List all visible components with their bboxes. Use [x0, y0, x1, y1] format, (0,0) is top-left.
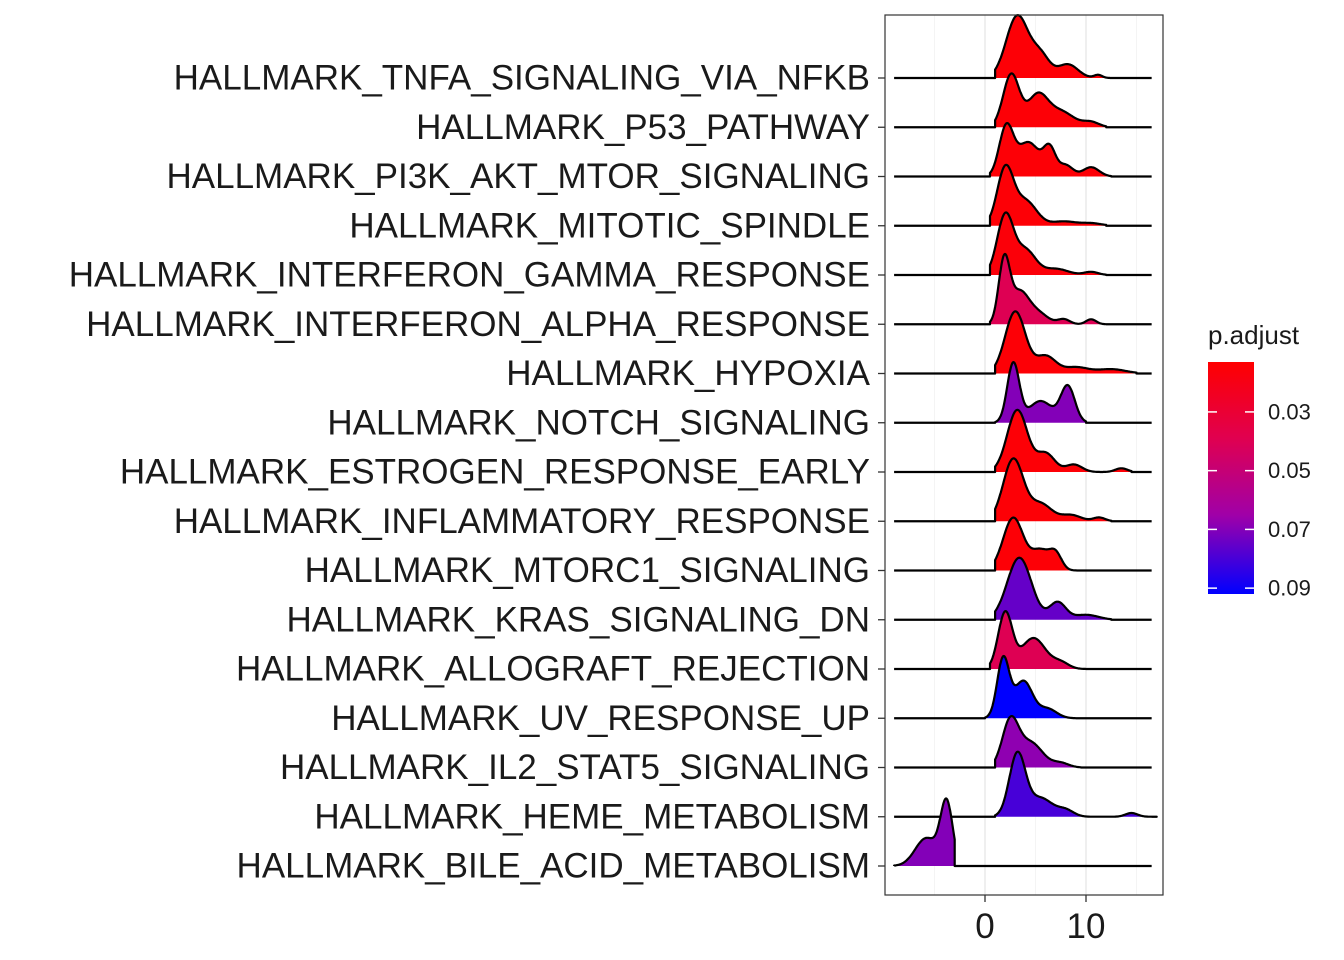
y-axis-label: HALLMARK_MTORC1_SIGNALING: [305, 551, 870, 590]
ridge-outline: [894, 211, 1152, 277]
y-axis-labels: HALLMARK_TNFA_SIGNALING_VIA_NFKB HALLMARK…: [69, 59, 885, 886]
ridge-fill: [990, 212, 1107, 275]
y-axis-label: HALLMARK_KRAS_SIGNALING_DN: [286, 600, 870, 639]
y-axis-label: HALLMARK_INTERFERON_GAMMA_RESPONSE: [69, 256, 870, 295]
ridge-outline: [894, 163, 1152, 227]
y-axis-label: HALLMARK_HEME_METABOLISM: [314, 797, 870, 836]
ridge: [893, 797, 1152, 868]
ridge: [894, 122, 1152, 178]
ridge-outline: [894, 14, 1152, 80]
ridge-outline: [893, 797, 1152, 868]
x-axis-tick-label: 10: [1067, 907, 1106, 946]
y-axis-label: HALLMARK_MITOTIC_SPINDLE: [349, 206, 870, 245]
y-axis-label: HALLMARK_ESTROGEN_RESPONSE_EARLY: [120, 453, 870, 492]
ridge: [894, 361, 1152, 424]
ridge-fill: [995, 73, 1107, 128]
ridge-outline: [894, 252, 1152, 326]
y-axis-label: HALLMARK_IL2_STAT5_SIGNALING: [280, 748, 870, 787]
y-axis-label: HALLMARK_INTERFERON_ALPHA_RESPONSE: [86, 305, 870, 344]
ridge-fill: [990, 254, 1107, 325]
ridge-fill: [995, 15, 1112, 79]
ridge-outline: [894, 310, 1152, 375]
legend-title: p.adjust: [1208, 320, 1300, 350]
ridge: [894, 310, 1152, 375]
legend-tick-label: 0.07: [1268, 517, 1311, 542]
y-axis-label: HALLMARK_TNFA_SIGNALING_VIA_NFKB: [174, 59, 870, 98]
y-axis-label: HALLMARK_INFLAMMATORY_RESPONSE: [174, 502, 870, 541]
ridge-outline: [894, 457, 1152, 523]
ridge: [894, 211, 1152, 277]
ridge-fill: [995, 409, 1132, 472]
ridge-fill: [995, 557, 1112, 620]
x-axis-tick-label: 0: [975, 907, 994, 946]
ridge-outline: [894, 654, 1152, 720]
ridge: [894, 610, 1152, 671]
ridge-outline: [894, 715, 1152, 769]
y-axis-label: HALLMARK_BILE_ACID_METABOLISM: [237, 847, 870, 886]
ridge-outline: [894, 516, 1152, 572]
legend-ticks: 0.03 0.05 0.07 0.09: [1208, 399, 1311, 601]
legend-tick-label: 0.03: [1268, 399, 1311, 424]
legend-colorbar: [1208, 362, 1254, 594]
y-axis-label: HALLMARK_NOTCH_SIGNALING: [327, 403, 870, 442]
ridge-fill: [995, 311, 1137, 374]
y-axis-label: HALLMARK_HYPOXIA: [506, 354, 870, 393]
ridge-outline: [894, 610, 1152, 671]
ridge: [894, 408, 1152, 474]
ridge-fill: [990, 123, 1112, 177]
ridge-fill: [995, 458, 1112, 522]
legend: p.adjust 0.03 0.05 0.07 0.09: [1208, 320, 1311, 601]
ridge-fill: [894, 798, 955, 866]
ridge-fill: [985, 656, 1076, 719]
y-axis-label: HALLMARK_ALLOGRAFT_REJECTION: [236, 650, 870, 689]
y-axis-label: HALLMARK_PI3K_AKT_MTOR_SIGNALING: [167, 157, 871, 196]
ridge: [894, 163, 1152, 227]
ridge-fill: [995, 751, 1157, 817]
ridge: [894, 556, 1152, 621]
ridge-outline: [894, 408, 1152, 474]
ridge-outline: [894, 361, 1152, 424]
x-axis: 0 10: [975, 895, 1105, 946]
ridge: [894, 14, 1152, 80]
y-axis-label: HALLMARK_P53_PATHWAY: [416, 108, 870, 147]
ridge: [894, 252, 1152, 326]
panel-border: [884, 14, 1164, 896]
ridge: [894, 654, 1152, 720]
ridges: [893, 14, 1158, 868]
ridge: [894, 457, 1152, 523]
ridge-outline: [894, 750, 1158, 818]
y-axis-label: HALLMARK_UV_RESPONSE_UP: [331, 699, 870, 738]
ridge-outline: [894, 556, 1152, 621]
ridge-outline: [894, 72, 1152, 129]
ridge-fill: [990, 164, 1107, 226]
ridge-outline: [894, 122, 1152, 178]
ridge: [894, 750, 1158, 818]
ridge: [894, 72, 1152, 129]
legend-tick-label: 0.05: [1268, 458, 1311, 483]
legend-tick-label: 0.09: [1268, 576, 1311, 601]
